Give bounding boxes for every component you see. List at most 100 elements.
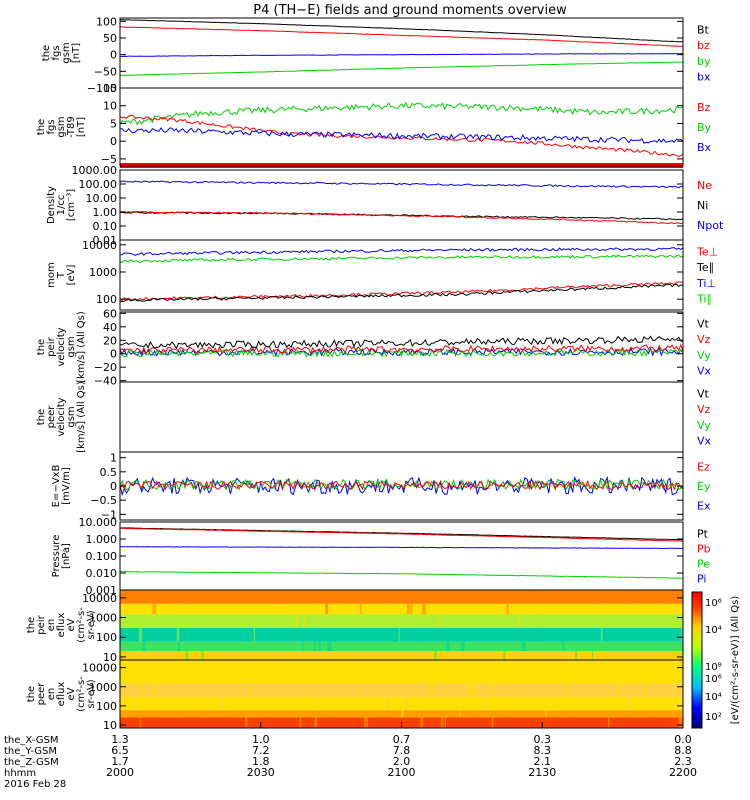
- heatmap-streak: [569, 696, 574, 711]
- xtick-label: 7.2: [252, 744, 270, 757]
- heatmap-streak: [359, 683, 361, 697]
- ylabel-line: (cm²-s-: [76, 607, 87, 643]
- xtick-label: 1.7: [111, 755, 129, 768]
- heatmap-streak: [425, 710, 429, 718]
- ylabel-line: [km/s] (All Qs): [76, 381, 87, 453]
- heatmap-streak: [503, 651, 506, 660]
- xtick-label: 2.0: [393, 755, 411, 768]
- ylabel-line: sr-eV): [86, 679, 97, 708]
- legend-entry: Ey: [697, 480, 711, 493]
- xtick-label: 2.3: [674, 755, 692, 768]
- legend-entry: Vx: [697, 364, 712, 377]
- heatmap-streak: [430, 683, 433, 697]
- ylabel-line: the: [41, 45, 52, 61]
- xaxis-row-label: 2016 Feb 28: [4, 779, 66, 790]
- ylabel-line: [nT]: [76, 117, 87, 137]
- heatmap-streak: [414, 603, 417, 615]
- heatmap-streak: [168, 696, 171, 711]
- ytick-label: 10: [103, 651, 117, 664]
- heatmap-streak: [642, 717, 647, 728]
- ytick-label: 1000: [89, 681, 117, 694]
- heatmap-streak: [145, 614, 150, 628]
- heatmap-streak: [536, 627, 538, 642]
- ytick-label: 15: [103, 82, 117, 95]
- heatmap-streak: [177, 710, 180, 718]
- heatmap-streak: [351, 641, 355, 652]
- heatmap-streak: [302, 641, 304, 652]
- heatmap-streak: [603, 590, 606, 604]
- series-p7-green: [120, 478, 683, 492]
- legend-entry: By: [697, 121, 712, 134]
- ytick-label: 0.5: [100, 466, 118, 479]
- heatmap-streak: [521, 641, 526, 652]
- ytick-label: 0.010: [86, 567, 118, 580]
- ytick-label: 1000: [89, 266, 117, 279]
- colorbar-tick: 10²: [705, 712, 722, 723]
- ylabel-line: the: [26, 617, 37, 633]
- ylabel-line: Density: [46, 186, 57, 224]
- heatmap-streak: [422, 603, 427, 615]
- heatmap-streak: [459, 710, 461, 718]
- panel-p2: 15 10 5 0 −5 the fgs gsm -T89 [nT] Bz By Bx: [36, 82, 712, 168]
- heatmap-streak: [670, 627, 673, 642]
- legend-entry: Bx: [697, 141, 712, 154]
- heatmap-streak: [499, 651, 501, 660]
- heatmap-streak: [226, 603, 229, 615]
- heatmap-streak: [633, 696, 637, 711]
- heatmap-streak: [539, 614, 542, 628]
- heatmap-streak: [336, 603, 338, 615]
- heatmap-streak: [446, 641, 450, 652]
- heatmap-band: [120, 614, 683, 628]
- ytick-label: −1: [101, 508, 117, 521]
- heatmap-streak: [265, 641, 268, 652]
- ylabel-line: [nT]: [71, 43, 82, 63]
- heatmap-streak: [201, 651, 205, 660]
- legend-entry: Npot: [697, 219, 724, 232]
- xtick-label: 0.7: [393, 733, 411, 746]
- ylabel-line: eflux: [56, 613, 67, 638]
- heatmap-streak: [152, 603, 157, 615]
- xtick-label: 7.8: [393, 744, 411, 757]
- heatmap-streak: [633, 710, 637, 718]
- ylabel-line: velocity: [56, 327, 67, 366]
- ytick-label: 60: [103, 307, 117, 320]
- ytick-label: 10000: [82, 592, 117, 605]
- heatmap-streak: [353, 651, 356, 660]
- legend-entry: Ex: [697, 499, 711, 512]
- heatmap-streak: [334, 717, 336, 728]
- heatmap-streak: [269, 651, 273, 660]
- ylabel-line: gsm: [66, 406, 77, 427]
- heatmap-streak: [315, 641, 319, 652]
- heatmap-streak: [386, 696, 390, 711]
- heatmap-streak: [640, 651, 643, 660]
- legend-entry: Ti⊥: [696, 277, 716, 290]
- heatmap-streak: [629, 651, 633, 660]
- panel-p4: 10000 1000 100 mom T [eV] Te⊥ Te∥ Ti⊥ Ti∥: [46, 239, 718, 311]
- ytick-label: −100: [87, 82, 117, 95]
- ytick-label: −40: [94, 375, 117, 388]
- heatmap-streak: [404, 696, 409, 711]
- heatmap-streak: [677, 651, 681, 660]
- legend-entry: Ni: [697, 199, 708, 212]
- heatmap-streak: [479, 660, 482, 684]
- legend-entry: Pb: [697, 542, 711, 555]
- heatmap-streak: [324, 603, 328, 615]
- heatmap-streak: [506, 603, 509, 615]
- heatmap-band: [120, 683, 683, 697]
- ylabel-line: the: [36, 409, 47, 425]
- ytick-label: 10: [103, 719, 117, 732]
- heatmap-streak: [425, 590, 428, 604]
- xtick-label: 0.3: [534, 733, 552, 746]
- heatmap-streak: [438, 614, 440, 628]
- ylabel-line: [km/s] (All Qs): [76, 311, 87, 383]
- heatmap-streak: [314, 683, 317, 697]
- colorbar-tick: 10⁶: [705, 598, 722, 609]
- heatmap-streak: [303, 614, 305, 628]
- heatmap-streak: [617, 683, 622, 697]
- heatmap-streak: [628, 696, 631, 711]
- heatmap-streak: [537, 627, 541, 642]
- ylabel-line: eflux: [56, 682, 67, 707]
- heatmap-streak: [275, 590, 277, 604]
- heatmap-streak: [237, 614, 239, 628]
- legend-entry: Bt: [697, 24, 710, 37]
